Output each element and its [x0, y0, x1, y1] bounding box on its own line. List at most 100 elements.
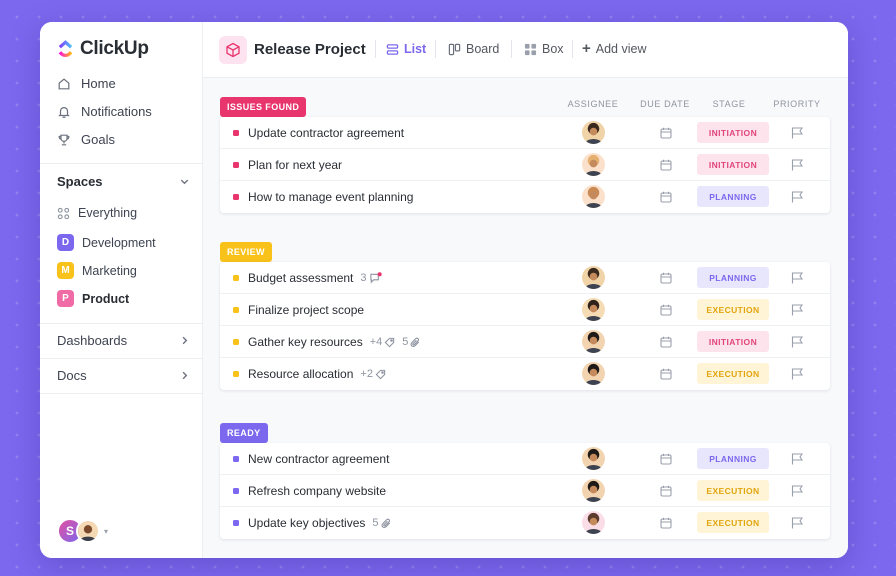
task-name-cell[interactable]: Update contractor agreement: [248, 126, 404, 140]
stage-badge[interactable]: PLANNING: [697, 186, 769, 207]
column-header-stage[interactable]: STAGE: [712, 99, 746, 109]
user-menu[interactable]: S ▾: [57, 518, 108, 544]
task-status-dot[interactable]: [233, 371, 239, 377]
task-row[interactable]: Update contractor agreement INITIATION: [220, 117, 830, 149]
chevron-down-icon[interactable]: [179, 176, 190, 187]
task-row[interactable]: Finalize project scope EXECUTION: [220, 294, 830, 326]
task-meta-count[interactable]: 5: [372, 517, 391, 529]
calendar-icon[interactable]: [660, 368, 672, 380]
clickup-logo[interactable]: ClickUp: [57, 38, 149, 60]
column-header-priority[interactable]: PRIORITY: [773, 99, 821, 109]
stage-badge[interactable]: INITIATION: [697, 154, 769, 175]
flag-icon[interactable]: [791, 272, 804, 284]
assignee-avatar[interactable]: [582, 153, 605, 176]
calendar-icon[interactable]: [660, 517, 672, 529]
calendar-icon[interactable]: [660, 485, 672, 497]
column-header-due-date[interactable]: DUE DATE: [640, 99, 690, 109]
task-meta-count[interactable]: 3: [360, 272, 382, 284]
group-tag-issues-found[interactable]: ISSUES FOUND: [220, 97, 307, 117]
stage-badge[interactable]: INITIATION: [697, 122, 769, 143]
task-row[interactable]: Refresh company website EXECUTION: [220, 475, 830, 507]
task-row[interactable]: Plan for next year INITIATION: [220, 149, 830, 181]
task-name[interactable]: Refresh company website: [248, 484, 387, 498]
task-status-dot[interactable]: [233, 162, 239, 168]
task-status-dot[interactable]: [233, 194, 239, 200]
sidebar-item-everything[interactable]: Everything: [57, 206, 137, 220]
task-tags-count[interactable]: +4: [370, 336, 396, 348]
task-row[interactable]: Resource allocation +2 EXECUTION: [220, 358, 830, 390]
flag-icon[interactable]: [791, 159, 804, 171]
task-name-cell[interactable]: Gather key resources +4 5: [248, 335, 421, 349]
assignee-avatar[interactable]: [582, 511, 605, 534]
task-name-cell[interactable]: New contractor agreement: [248, 452, 389, 466]
assignee-avatar[interactable]: [582, 185, 605, 208]
task-tags-count[interactable]: +2: [360, 368, 386, 380]
task-status-dot[interactable]: [233, 520, 239, 526]
assignee-avatar[interactable]: [582, 479, 605, 502]
calendar-icon[interactable]: [660, 191, 672, 203]
sidebar-item-product[interactable]: P Product: [57, 290, 129, 307]
calendar-icon[interactable]: [660, 159, 672, 171]
task-name[interactable]: Gather key resources: [248, 335, 363, 349]
assignee-avatar[interactable]: [582, 121, 605, 144]
task-name-cell[interactable]: Update key objectives 5: [248, 516, 392, 530]
tab-board[interactable]: Board: [448, 42, 499, 56]
group-tag-review[interactable]: REVIEW: [220, 242, 272, 262]
task-name-cell[interactable]: Refresh company website: [248, 484, 386, 498]
task-meta-count[interactable]: 5: [402, 336, 421, 348]
task-name-cell[interactable]: Budget assessment 3: [248, 271, 382, 285]
task-name[interactable]: Update contractor agreement: [248, 126, 405, 140]
stage-badge[interactable]: EXECUTION: [697, 299, 769, 320]
sidebar-item-docs[interactable]: Docs: [57, 368, 190, 383]
tab-box[interactable]: Box: [524, 42, 564, 56]
group-tag-ready[interactable]: READY: [220, 423, 268, 443]
task-row[interactable]: Budget assessment 3 PLANNING: [220, 262, 830, 294]
add-view-button[interactable]: + Add view: [582, 41, 647, 56]
task-status-dot[interactable]: [233, 130, 239, 136]
flag-icon[interactable]: [791, 485, 804, 497]
task-name[interactable]: Update key objectives: [248, 516, 366, 530]
sidebar-item-marketing[interactable]: M Marketing: [57, 262, 137, 279]
assignee-avatar[interactable]: [582, 447, 605, 470]
stage-badge[interactable]: EXECUTION: [697, 512, 769, 533]
stage-badge[interactable]: PLANNING: [697, 448, 769, 469]
task-status-dot[interactable]: [233, 307, 239, 313]
task-row[interactable]: New contractor agreement PLANNING: [220, 443, 830, 475]
calendar-icon[interactable]: [660, 336, 672, 348]
stage-badge[interactable]: INITIATION: [697, 331, 769, 352]
calendar-icon[interactable]: [660, 304, 672, 316]
tab-list[interactable]: List: [386, 42, 426, 56]
calendar-icon[interactable]: [660, 127, 672, 139]
task-name-cell[interactable]: Resource allocation +2: [248, 367, 386, 381]
nav-notifications[interactable]: Notifications: [57, 104, 152, 119]
stage-badge[interactable]: EXECUTION: [697, 480, 769, 501]
sidebar-item-development[interactable]: D Development: [57, 234, 156, 251]
task-row[interactable]: Gather key resources +4 5 INITIATION: [220, 326, 830, 358]
flag-icon[interactable]: [791, 368, 804, 380]
flag-icon[interactable]: [791, 304, 804, 316]
task-status-dot[interactable]: [233, 339, 239, 345]
task-row[interactable]: How to manage event planning PLANNING: [220, 181, 830, 213]
task-name[interactable]: Resource allocation: [248, 367, 354, 381]
task-name-cell[interactable]: Finalize project scope: [248, 303, 364, 317]
calendar-icon[interactable]: [660, 453, 672, 465]
flag-icon[interactable]: [791, 517, 804, 529]
nav-home[interactable]: Home: [57, 76, 116, 91]
task-status-dot[interactable]: [233, 456, 239, 462]
calendar-icon[interactable]: [660, 272, 672, 284]
task-name[interactable]: Budget assessment: [248, 271, 354, 285]
flag-icon[interactable]: [791, 191, 804, 203]
flag-icon[interactable]: [791, 453, 804, 465]
nav-goals[interactable]: Goals: [57, 132, 115, 147]
flag-icon[interactable]: [791, 127, 804, 139]
task-row[interactable]: Update key objectives 5 EXECUTION: [220, 507, 830, 539]
task-name[interactable]: Finalize project scope: [248, 303, 365, 317]
assignee-avatar[interactable]: [582, 362, 605, 385]
assignee-avatar[interactable]: [582, 298, 605, 321]
sidebar-item-dashboards[interactable]: Dashboards: [57, 333, 190, 348]
stage-badge[interactable]: EXECUTION: [697, 363, 769, 384]
spaces-header[interactable]: Spaces: [57, 174, 190, 189]
task-name-cell[interactable]: How to manage event planning: [248, 190, 413, 204]
flag-icon[interactable]: [791, 336, 804, 348]
assignee-avatar[interactable]: [582, 330, 605, 353]
